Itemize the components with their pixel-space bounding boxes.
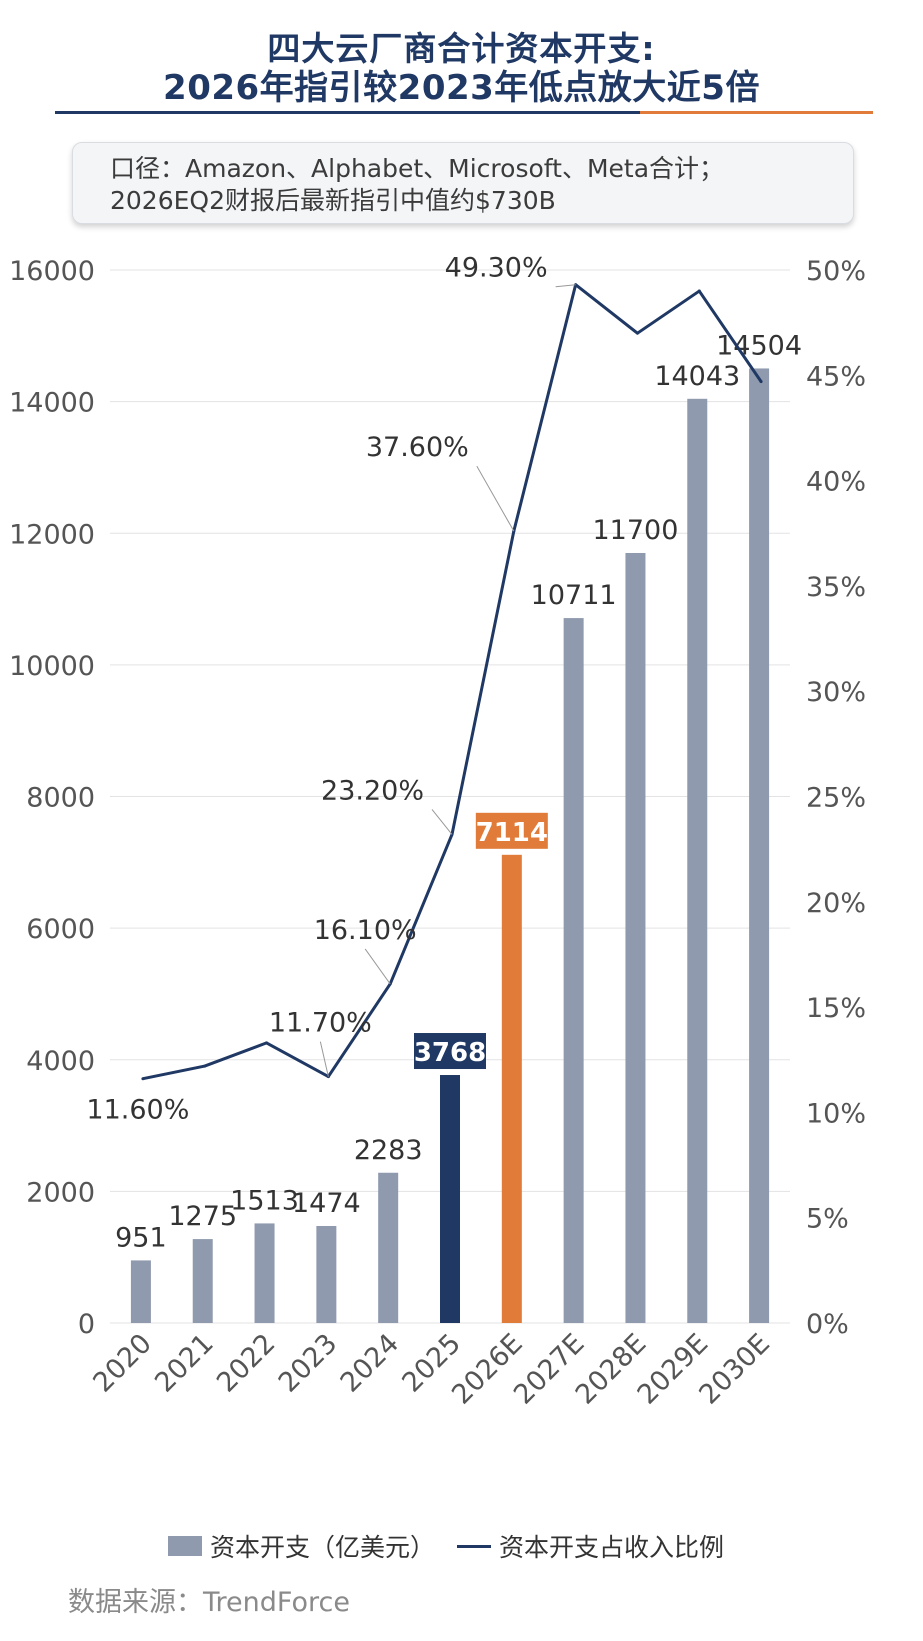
line-point-2030E: [759, 380, 763, 384]
line-value-label: 11.60%: [86, 1095, 189, 1126]
bar-2029E: [687, 398, 708, 1324]
bar-2026E: [501, 854, 522, 1323]
bar-value-label: 1513: [230, 1185, 299, 1216]
legend-bar-label: 资本开支（亿美元）: [210, 1533, 436, 1562]
line-label-leader: [555, 284, 576, 288]
line-point-2021: [203, 1064, 207, 1068]
bar-value-label: 3768: [414, 1038, 486, 1068]
bar-value-label: 2283: [354, 1135, 423, 1166]
y-right-tick-label: 30%: [806, 677, 866, 708]
x-tick-label: 2024: [335, 1328, 406, 1399]
y-right-tick-label: 45%: [806, 361, 866, 392]
bar-value-label-bg: [475, 812, 548, 849]
scope-note-line1: 口径：Amazon、Alphabet、Microsoft、Meta合计；: [110, 154, 725, 183]
bar-2023: [316, 1225, 337, 1323]
line-label-leader: [431, 809, 453, 835]
y-right-tick-label: 0%: [806, 1309, 849, 1340]
bar-value-label: 11700: [593, 515, 679, 546]
y-right-tick-label: 10%: [806, 1098, 866, 1129]
bar-value-label: 951: [115, 1222, 167, 1253]
bar-2027E: [563, 618, 584, 1323]
legend-line-swatch: [457, 1544, 492, 1548]
line-value-label: 11.70%: [269, 1008, 372, 1039]
line-label-leader: [319, 1041, 329, 1077]
title-divider-orange: [640, 111, 873, 114]
y-right-tick-label: 25%: [806, 783, 866, 814]
y-right-tick-label: 40%: [806, 467, 866, 498]
line-point-2020: [141, 1077, 145, 1081]
y-left-tick-label: 10000: [9, 651, 95, 682]
line-value-label: 37.60%: [366, 432, 469, 463]
bar-2024: [378, 1172, 399, 1323]
scope-note-box: 口径：Amazon、Alphabet、Microsoft、Meta合计； 202…: [72, 142, 854, 224]
line-value-label: 49.30%: [445, 253, 548, 284]
data-source: 数据来源：TrendForce: [68, 1587, 350, 1618]
x-tick-label: 2030E: [693, 1328, 776, 1411]
bar-value-label: 1275: [168, 1201, 237, 1232]
chart-title-line2: 2026年指引较2023年低点放大近5倍: [163, 68, 760, 108]
combo-chart: 0 2000 4000 6000 8000 10000 12000 14000 16000 0% 5…: [9, 253, 866, 1411]
x-tick-label: 2021: [149, 1328, 220, 1399]
scope-note-line2: 2026EQ2财报后最新指引中值约$730B: [110, 186, 556, 215]
y-left-tick-label: 8000: [26, 783, 95, 814]
chart-legend: 资本开支（亿美元） 资本开支占收入比例: [168, 1528, 724, 1564]
legend-line-label: 资本开支占收入比例: [499, 1533, 725, 1562]
x-tick-label: 2023: [273, 1328, 344, 1399]
y-left-tick-label: 0: [78, 1309, 95, 1340]
x-tick-label: 2022: [211, 1328, 282, 1399]
legend-bar-swatch: [168, 1536, 202, 1556]
line-value-label: 16.10%: [314, 915, 417, 946]
line-point-2029E: [697, 289, 701, 293]
bar-2028E: [625, 552, 646, 1323]
y-right-tick-label: 50%: [806, 256, 866, 287]
y-right-tick-label: 35%: [806, 572, 866, 603]
line-series-ratio: [142, 283, 763, 1081]
line-value-label: 23.20%: [321, 775, 424, 806]
y-right-tick-label: 15%: [806, 993, 866, 1024]
bar-value-label: 14043: [654, 361, 740, 392]
line-label-leader: [364, 948, 391, 985]
chart-title-line1: 四大云厂商合计资本开支:: [267, 29, 656, 68]
line-point-2028E: [635, 331, 639, 335]
y-left-tick-label: 2000: [26, 1177, 95, 1208]
line-label-leader: [476, 465, 515, 532]
y-left-tick-label: 4000: [26, 1046, 95, 1077]
title-divider-navy: [55, 111, 640, 114]
y-left-tick-label: 6000: [26, 914, 95, 945]
bar-value-label: 7114: [476, 818, 548, 848]
y-left-tick-label: 14000: [9, 388, 95, 419]
bar-value-label: 10711: [531, 580, 617, 611]
bar-2022: [254, 1223, 275, 1323]
line-point-2022: [265, 1041, 269, 1045]
bar-2025: [440, 1075, 460, 1323]
bar-value-label-bg: [414, 1033, 486, 1070]
x-tick-label: 2020: [87, 1328, 158, 1399]
bar-2021: [192, 1239, 213, 1323]
y-right-tick-label: 20%: [806, 888, 866, 919]
bar-value-label: 1474: [292, 1188, 361, 1219]
bar-2030E: [749, 368, 770, 1323]
bar-2020: [130, 1260, 151, 1323]
y-left-tick-label: 16000: [9, 256, 95, 287]
y-left-tick-label: 12000: [9, 519, 95, 550]
y-right-tick-label: 5%: [806, 1204, 849, 1235]
